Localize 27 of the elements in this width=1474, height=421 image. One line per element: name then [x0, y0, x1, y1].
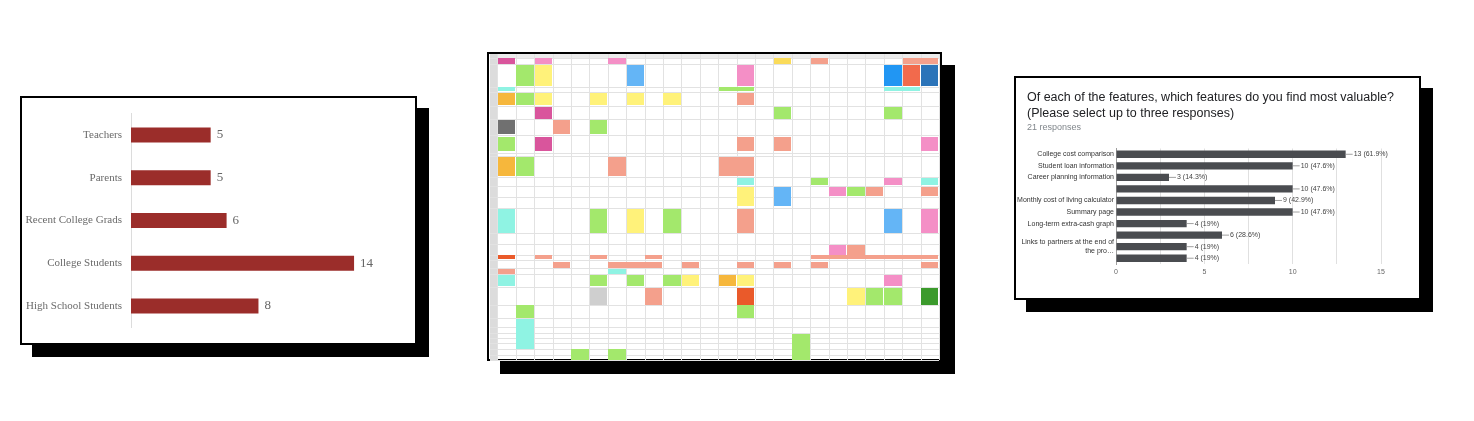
- chart-subtitle: 21 responses: [1027, 121, 1082, 133]
- bar: [1116, 150, 1346, 158]
- bar: [1116, 231, 1222, 239]
- data-label: 5: [216, 126, 224, 142]
- data-label: 5: [216, 169, 224, 185]
- bar: [131, 213, 227, 228]
- data-label: 8: [264, 297, 271, 313]
- bar: [1116, 242, 1187, 251]
- bar: [1116, 185, 1293, 193]
- bar: [1116, 219, 1187, 228]
- bar: [1116, 173, 1169, 182]
- data-label: 6: [232, 211, 240, 227]
- bar: [1116, 196, 1275, 205]
- chart-title: Of each of the features, which features do you find most valuable? (Please select up to three responses): [1027, 89, 1395, 121]
- bar: [1116, 208, 1293, 216]
- bar: [131, 298, 259, 314]
- bar: [131, 255, 355, 271]
- y-tick-label: College Students: [47, 256, 122, 269]
- y-tick-label: Parents: [89, 170, 122, 183]
- y-tick-label: Recent College Grads: [25, 213, 122, 226]
- y-tick-label: High School Students: [26, 298, 122, 311]
- bar: [1116, 162, 1293, 170]
- y-tick-label: Teachers: [83, 127, 122, 140]
- bar: [1116, 254, 1187, 262]
- bar: [131, 170, 211, 186]
- bar: [131, 127, 211, 143]
- data-label: 14: [360, 254, 374, 270]
